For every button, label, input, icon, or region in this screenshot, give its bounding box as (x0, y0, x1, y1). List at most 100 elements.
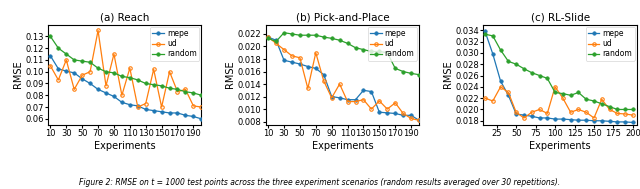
ud (166, 70, 173, 73)
mepe (320, 74, 328, 76)
X-axis label: Experiments: Experiments (529, 141, 591, 151)
Line: random: random (49, 35, 203, 97)
random (629, 108, 637, 111)
random (351, 47, 359, 49)
random (582, 98, 590, 100)
Legend: mepe, ud, random: mepe, ud, random (586, 27, 634, 61)
random (126, 77, 134, 79)
random (376, 50, 383, 53)
ud (173, 91, 181, 93)
mepe (559, 118, 566, 120)
random (288, 33, 296, 35)
random (312, 34, 319, 36)
ud (376, 100, 383, 102)
mepe (598, 120, 605, 122)
random (598, 103, 605, 105)
mepe (63, 70, 70, 72)
Y-axis label: RMSE: RMSE (225, 61, 235, 88)
ud (118, 94, 125, 96)
Line: mepe: mepe (266, 35, 421, 122)
random (142, 82, 150, 85)
ud (415, 119, 423, 122)
mepe (629, 121, 637, 124)
ud (367, 108, 375, 110)
random (47, 35, 54, 37)
mepe (280, 59, 288, 61)
ud (575, 108, 582, 111)
mepe (567, 119, 575, 121)
random (497, 49, 504, 51)
mepe (118, 101, 125, 104)
random (575, 91, 582, 94)
ud (551, 86, 559, 88)
ud (481, 97, 489, 99)
ud (582, 111, 590, 113)
random (415, 74, 423, 76)
random (94, 67, 102, 69)
ud (567, 111, 575, 113)
ud (351, 100, 359, 103)
mepe (182, 114, 189, 116)
ud (86, 70, 94, 73)
mepe (582, 119, 590, 121)
ud (528, 111, 536, 113)
mepe (110, 95, 118, 98)
ud (272, 42, 280, 44)
ud (512, 111, 520, 113)
mepe (70, 72, 78, 74)
random (166, 87, 173, 89)
mepe (497, 80, 504, 82)
mepe (328, 95, 335, 98)
mepe (272, 39, 280, 41)
ud (536, 108, 543, 111)
random (590, 100, 598, 102)
mepe (605, 120, 613, 122)
random (512, 63, 520, 65)
Text: Figure 2: RMSE on t = 1000 test points across the three experiment scenarios (ra: Figure 2: RMSE on t = 1000 test points a… (79, 178, 561, 187)
ud (392, 102, 399, 104)
ud (328, 97, 335, 99)
ud (320, 80, 328, 82)
random (150, 84, 157, 86)
ud (70, 88, 78, 91)
mepe (504, 94, 512, 96)
mepe (296, 63, 304, 65)
ud (489, 100, 497, 102)
random (504, 60, 512, 63)
mepe (336, 97, 344, 99)
mepe (481, 30, 489, 33)
random (489, 35, 497, 37)
mepe (621, 121, 629, 123)
X-axis label: Experiments: Experiments (312, 141, 373, 151)
Y-axis label: RMSE: RMSE (443, 61, 452, 88)
ud (543, 112, 551, 115)
mepe (399, 114, 407, 116)
mepe (392, 112, 399, 115)
random (360, 49, 367, 51)
ud (126, 67, 134, 69)
mepe (360, 89, 367, 91)
random (63, 53, 70, 55)
ud (497, 86, 504, 88)
random (320, 36, 328, 38)
Title: (b) Pick-and-Place: (b) Pick-and-Place (296, 12, 389, 22)
random (543, 77, 551, 79)
mepe (543, 117, 551, 119)
ud (520, 117, 528, 119)
Line: mepe: mepe (483, 30, 635, 124)
ud (63, 59, 70, 61)
ud (158, 106, 166, 108)
mepe (614, 121, 621, 123)
random (383, 52, 391, 54)
random (264, 37, 272, 40)
ud (336, 83, 344, 85)
mepe (528, 115, 536, 117)
ud (504, 91, 512, 94)
mepe (590, 120, 598, 122)
mepe (536, 117, 543, 119)
mepe (575, 119, 582, 121)
ud (134, 106, 141, 108)
random (118, 75, 125, 77)
random (70, 59, 78, 61)
random (280, 32, 288, 34)
